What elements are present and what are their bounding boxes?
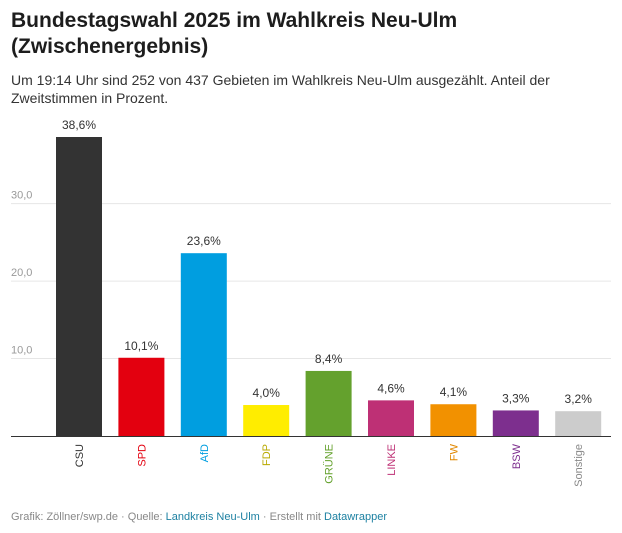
footer-created: · Erstellt mit xyxy=(259,511,324,523)
bar-sonstige[interactable] xyxy=(555,411,602,436)
value-label: 4,6% xyxy=(377,381,405,395)
value-label: 4,0% xyxy=(253,386,281,400)
category-label: AfD xyxy=(199,444,211,462)
bar-chart: 10,0 20,0 30,0 38,6% CSU 10,1% SPD 23,6% AfD 4,0%… xyxy=(11,118,611,487)
category-label: BSW xyxy=(511,443,523,469)
bar-csu[interactable] xyxy=(56,137,102,436)
bar-grüne[interactable] xyxy=(305,370,352,436)
value-label: 10,1% xyxy=(124,339,158,353)
datawrapper-link[interactable]: Datawrapper xyxy=(324,511,387,523)
bar-fw[interactable] xyxy=(430,404,477,436)
category-label: CSU xyxy=(74,444,86,467)
category-label: GRÜNE xyxy=(324,444,336,484)
value-label: 23,6% xyxy=(187,234,221,248)
value-label: 3,3% xyxy=(502,391,530,405)
category-label: Sonstige xyxy=(573,444,585,487)
bar-spd[interactable] xyxy=(118,357,165,436)
value-label: 8,4% xyxy=(315,352,343,366)
value-label: 3,2% xyxy=(565,392,593,406)
value-label: 38,6% xyxy=(62,118,96,132)
bar-fdp[interactable] xyxy=(243,405,290,436)
category-label: FW xyxy=(448,443,460,461)
y-tick-label: 30,0 xyxy=(11,190,32,202)
category-label: SPD xyxy=(136,444,148,467)
category-label: FDP xyxy=(261,444,273,466)
y-tick-label: 10,0 xyxy=(11,345,32,357)
bar-afd[interactable] xyxy=(180,253,227,436)
footer-credit: Grafik: Zöllner/swp.de · Quelle: xyxy=(11,511,166,523)
value-label: 4,1% xyxy=(440,385,468,399)
chart-footer: Grafik: Zöllner/swp.de · Quelle: Landkre… xyxy=(11,511,387,523)
category-label: LINKE xyxy=(386,444,398,476)
bar-bsw[interactable] xyxy=(492,410,539,436)
source-link[interactable]: Landkreis Neu-Ulm xyxy=(165,511,260,523)
y-tick-label: 20,0 xyxy=(11,267,32,279)
chart-subtitle: Um 19:14 Uhr sind 252 von 437 Gebieten i… xyxy=(11,72,550,106)
chart-title: Bundestagswahl 2025 im Wahlkreis Neu-Ulm… xyxy=(11,9,458,58)
bar-linke[interactable] xyxy=(368,400,414,436)
